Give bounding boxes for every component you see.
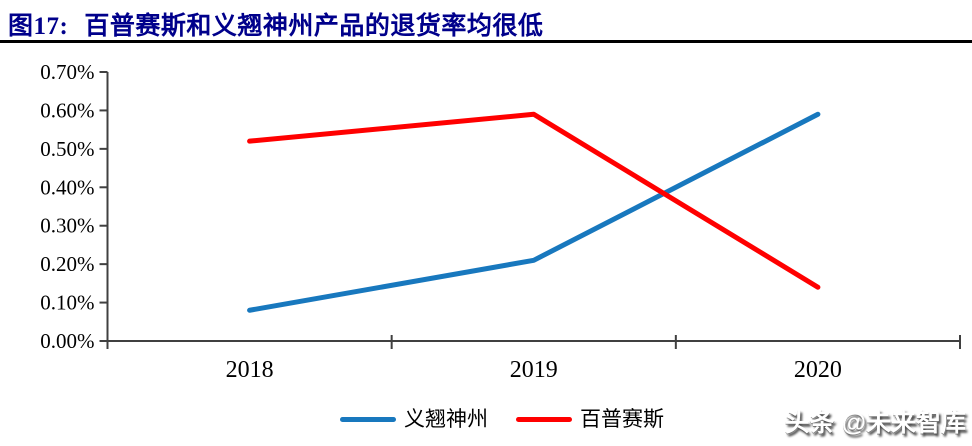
svg-text:2020: 2020 <box>794 357 842 383</box>
axes <box>99 71 961 349</box>
svg-text:0.20%: 0.20% <box>40 252 94 276</box>
legend-swatch-red-line <box>516 417 572 422</box>
svg-text:0.30%: 0.30% <box>40 214 94 238</box>
x-axis-labels: 2018 2019 2020 <box>226 357 842 383</box>
title-rule <box>0 40 972 43</box>
figure-title: 百普赛斯和义翘神州产品的退货率均很低 <box>84 13 544 40</box>
svg-text:0.10%: 0.10% <box>40 291 94 315</box>
svg-text:0.40%: 0.40% <box>40 175 94 199</box>
legend-label-yiqiao: 义翘神州 <box>404 407 488 431</box>
series-lines <box>247 111 821 313</box>
y-axis-tick-labels: 0.00% 0.10% 0.20% 0.30% 0.40% 0.50% 0.60% 0.70% <box>40 60 94 353</box>
svg-text:0.00%: 0.00% <box>40 329 94 353</box>
svg-text:2018: 2018 <box>226 357 274 383</box>
figure-label: 图17: <box>8 13 69 40</box>
toutiao-watermark: 头条 @未来智库 <box>784 409 966 437</box>
figure-title-row: 图17: 百普赛斯和义翘神州产品的退货率均很低 <box>8 6 543 42</box>
svg-text:0.70%: 0.70% <box>40 60 94 84</box>
svg-text:0.60%: 0.60% <box>40 98 94 122</box>
legend-item-baipu: 百普赛斯 <box>516 409 664 430</box>
svg-text:2019: 2019 <box>510 357 558 383</box>
svg-text:0.50%: 0.50% <box>40 137 94 161</box>
legend-label-baipu: 百普赛斯 <box>580 407 664 431</box>
chart-legend: 义翘神州 百普赛斯 <box>32 409 972 430</box>
legend-swatch-blue-line <box>340 417 396 422</box>
legend-item-yiqiao: 义翘神州 <box>340 409 488 430</box>
